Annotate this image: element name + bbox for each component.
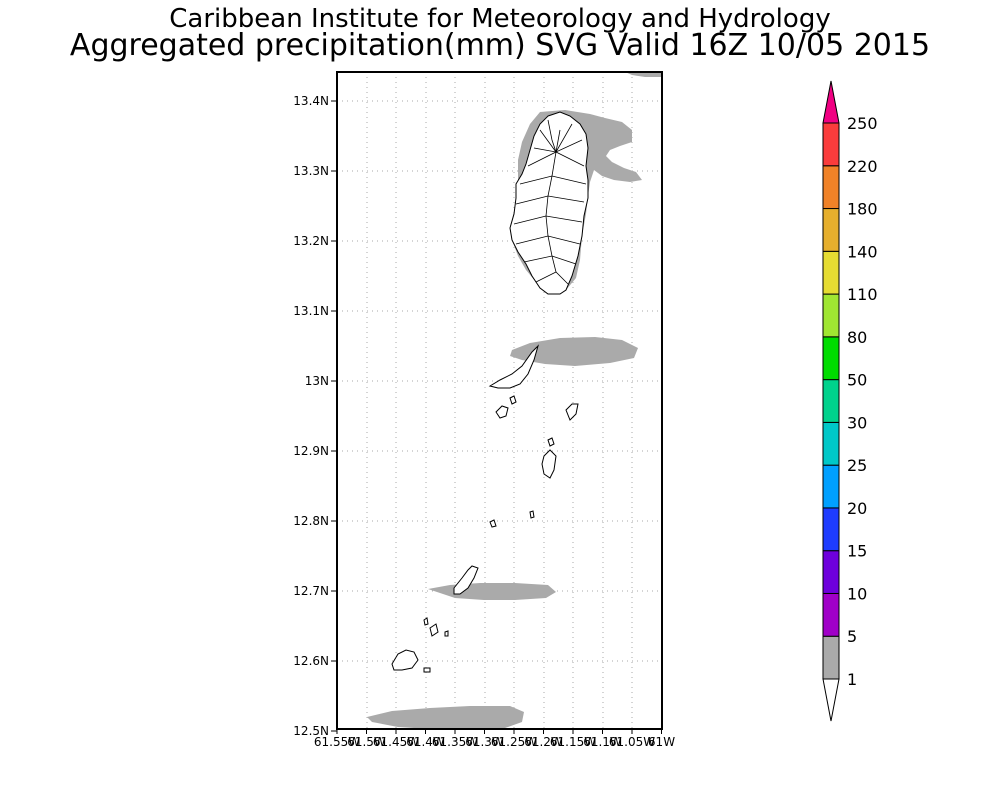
island-grenada-north [391, 649, 419, 671]
colorbar-label: 180 [847, 200, 878, 219]
island-small-1 [495, 405, 509, 419]
lat-tick-label: 13N [305, 374, 329, 388]
island-st-vincent [509, 111, 589, 295]
lon-tick-label: 61.3W [465, 735, 504, 749]
precip-area-south-2 [367, 706, 524, 729]
colorbar-label: 30 [847, 413, 867, 432]
lat-tick-label: 12.7N [293, 584, 329, 598]
title-line-2: Aggregated precipitation(mm) SVG Valid 1… [69, 28, 931, 63]
colorbar-label: 10 [847, 584, 867, 603]
colorbar-arrow-low [822, 678, 840, 722]
colorbar-label: 80 [847, 328, 867, 347]
colorbar-label: 15 [847, 542, 867, 561]
island-small-7 [423, 617, 429, 626]
lon-tick-label: 61.1W [583, 735, 622, 749]
colorbar-band [822, 635, 840, 680]
colorbar-band [822, 122, 840, 167]
lon-tick-label: 61.55W [314, 735, 360, 749]
precip-area-central [510, 337, 638, 366]
coastlines [391, 111, 589, 673]
longitude-axis: 61.55W61.5W61.45W61.4W61.35W61.3W61.25W6… [314, 729, 675, 749]
lon-tick-label: 61W [648, 735, 675, 749]
colorbar-label: 20 [847, 499, 867, 518]
colorbar-label: 220 [847, 157, 878, 176]
lon-tick-label: 61.15W [550, 735, 596, 749]
colorbar-label: 50 [847, 371, 867, 390]
island-small-9 [444, 630, 449, 637]
lat-tick-label: 12.8N [293, 514, 329, 528]
island-small-3 [547, 437, 555, 447]
colorbar-label: 5 [847, 627, 857, 646]
island-carriacou [453, 565, 479, 595]
island-small-4 [489, 519, 497, 528]
lon-tick-label: 61.45W [373, 735, 419, 749]
colorbar-band [822, 507, 840, 552]
island-bequia [488, 344, 540, 389]
lat-tick-label: 12.9N [293, 444, 329, 458]
lat-tick-label: 13.3N [293, 164, 329, 178]
island-canouan [541, 449, 557, 479]
colorbar-band [822, 592, 840, 637]
lon-tick-label: 61.4W [406, 735, 445, 749]
island-small-2 [509, 395, 517, 405]
lat-tick-label: 13.1N [293, 304, 329, 318]
colorbar-label: 1 [847, 670, 857, 689]
colorbar-band [822, 208, 840, 252]
colorbar-label: 140 [847, 242, 878, 261]
island-small-8 [423, 667, 431, 673]
colorbar-band [822, 165, 840, 210]
lon-tick-label: 61.05W [609, 735, 655, 749]
colorbar-band [822, 379, 840, 423]
lon-tick-label: 61.5W [347, 735, 386, 749]
lat-tick-label: 13.4N [293, 94, 329, 108]
colorbar-band [822, 421, 840, 466]
colorbar-band [822, 550, 840, 594]
title-line-1: Caribbean Institute for Meteorology and … [169, 4, 831, 34]
precip-area-ne-corner [625, 72, 662, 77]
map-area[interactable] [337, 72, 662, 729]
colorbar-label: 110 [847, 285, 878, 304]
island-small-5 [529, 510, 535, 519]
st-vincent-watersheds [513, 119, 587, 285]
colorbar-label: 250 [847, 114, 878, 133]
lat-tick-label: 12.6N [293, 654, 329, 668]
lon-tick-label: 61.35W [432, 735, 478, 749]
latitude-axis: 13.4N 13.3N 13.2N 13.1N 13N 12.9N 12.8N 12.7N 12… [293, 94, 337, 738]
colorbar-band [822, 464, 840, 509]
island-mustique [565, 403, 579, 421]
colorbar-label: 25 [847, 456, 867, 475]
colorbar-band [822, 250, 840, 295]
lat-tick-label: 12.5N [293, 724, 329, 738]
colorbar-band [822, 336, 840, 381]
colorbar-arrow-high [822, 80, 840, 124]
map-border [336, 71, 663, 730]
lon-tick-label: 61.25W [491, 735, 537, 749]
lon-tick-label: 61.2W [524, 735, 563, 749]
lat-tick-label: 13.2N [293, 234, 329, 248]
island-small-6 [429, 623, 439, 637]
colorbar-band [822, 293, 840, 338]
